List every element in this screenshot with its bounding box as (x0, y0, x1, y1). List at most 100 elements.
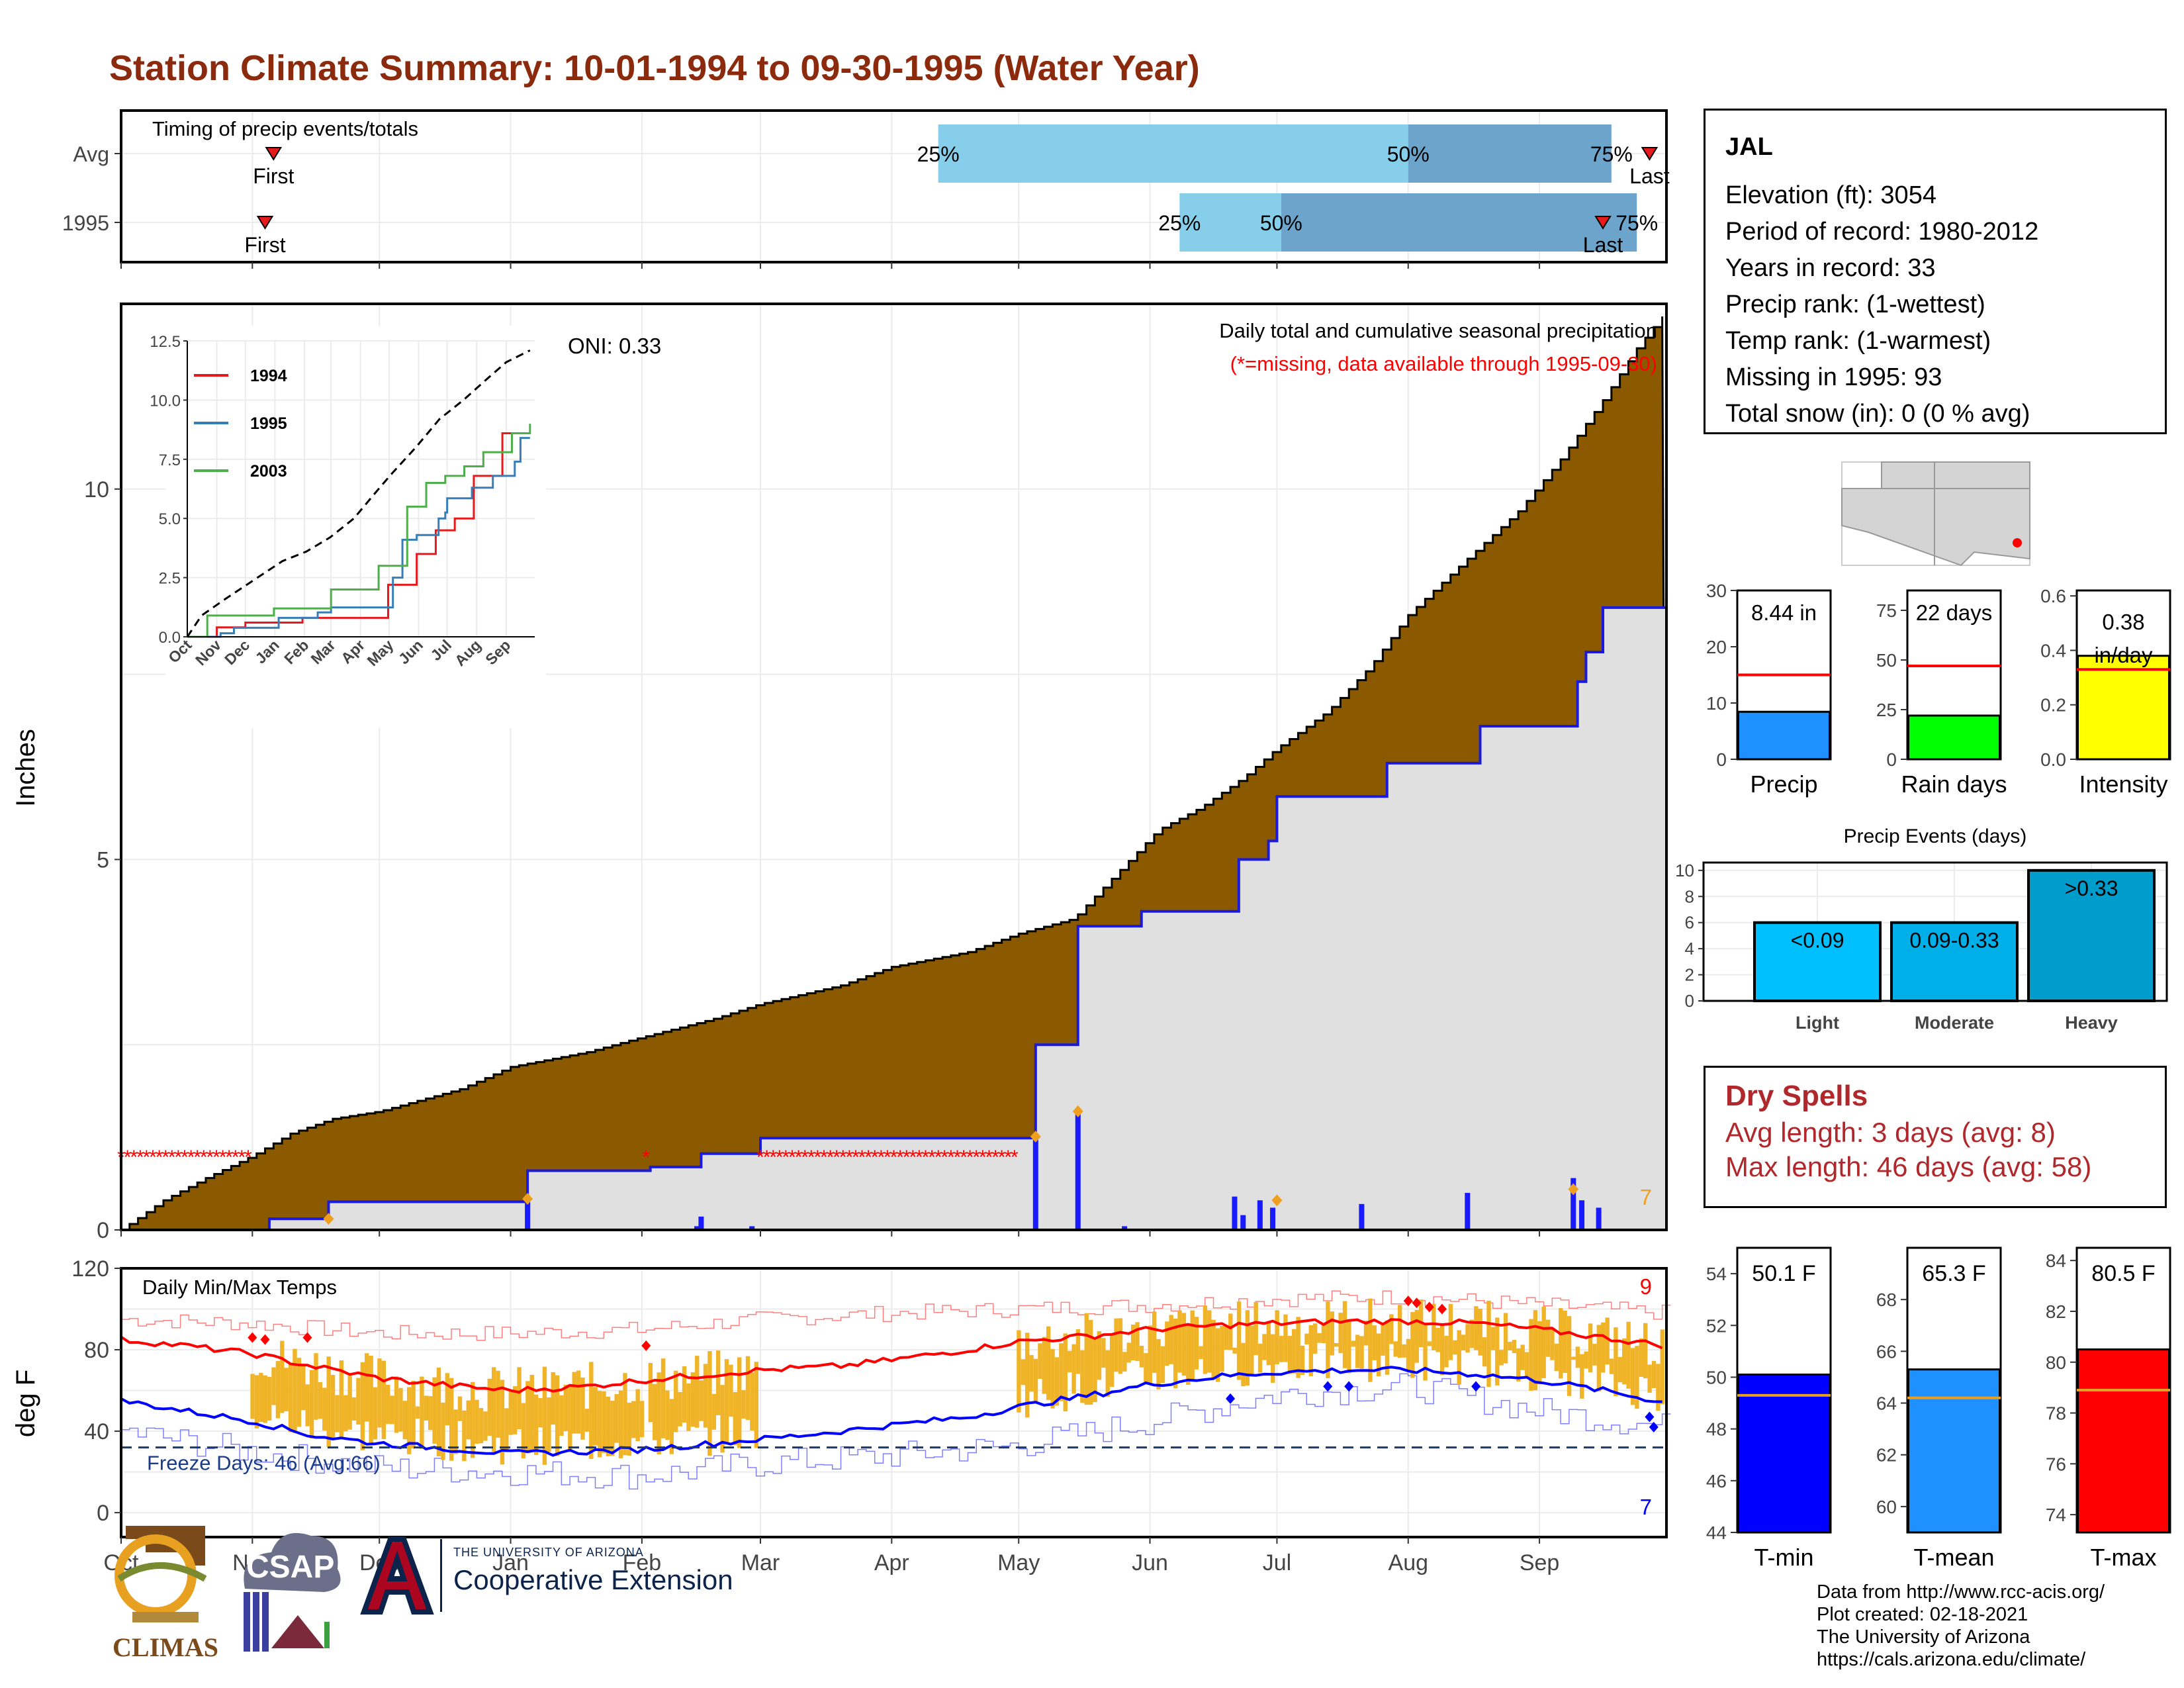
daily-temp-range-bar (351, 1397, 357, 1421)
station-info-box: JAL Elevation (ft): 3054 Period of recor… (1704, 109, 2167, 434)
daily-temp-range-bar (386, 1384, 390, 1425)
daily-temp-range-bar (1059, 1343, 1064, 1401)
daily-temp-range-bar (398, 1387, 403, 1432)
missing-marker: * (219, 1147, 227, 1168)
timing-row-label: 1995 (62, 211, 109, 235)
daily-temp-range-bar (1228, 1313, 1233, 1350)
daily-temp-range-bar (1567, 1316, 1572, 1396)
missing-marker: * (979, 1147, 987, 1168)
missing-marker: * (903, 1147, 911, 1168)
summary-y-tick-label: 54 (1706, 1264, 1727, 1284)
daily-temp-range-bar (1122, 1352, 1127, 1372)
inset-y-tick-label: 12.5 (150, 333, 181, 351)
daily-temp-range-bar (533, 1394, 539, 1455)
daily-temp-range-bar (271, 1367, 276, 1405)
daily-temp-range-bar (1080, 1350, 1085, 1403)
record-high-marker (1437, 1303, 1447, 1315)
missing-marker: * (877, 1147, 885, 1168)
daily-temp-range-bar (293, 1348, 297, 1433)
daily-temp-range-bar (1503, 1313, 1508, 1364)
daily-temp-range-bar (1067, 1350, 1072, 1373)
record-high-marker (302, 1332, 312, 1343)
freeze-days-label: Freeze Days: 46 (Avg:66) (147, 1452, 381, 1475)
summary-value-label: 50.1 F (1752, 1261, 1815, 1286)
precip-event-bar-label: >0.33 (2065, 876, 2118, 900)
daily-temp-range-bar (690, 1372, 696, 1427)
daily-temp-range-bar (1308, 1325, 1314, 1377)
credit-line: Data from http://www.rcc-acis.org/ (1817, 1581, 2105, 1603)
summary-y-tick-label: 4 (1685, 939, 1694, 959)
station-line: Period of record: 1980-2012 (1725, 218, 2039, 246)
timing-row-label: Avg (73, 142, 109, 166)
temp-value-bar (1737, 1374, 1831, 1534)
daily-temp-range-bar (330, 1374, 336, 1439)
daily-temp-range-bar (1651, 1360, 1657, 1388)
current-cumulative-area (121, 607, 1666, 1230)
daily-temp-range-bar (521, 1403, 526, 1459)
summary-category-label: T-min (1754, 1544, 1814, 1571)
missing-marker: * (788, 1147, 796, 1168)
summary-y-tick-label: 20 (1706, 637, 1727, 657)
daily-temp-range-bar (737, 1357, 742, 1448)
precip-title: Daily total and cumulative seasonal prec… (1219, 319, 1657, 342)
daily-temp-range-bar (614, 1393, 619, 1443)
missing-marker: * (642, 1147, 650, 1168)
summary-y-tick-label: 0.4 (2040, 640, 2066, 661)
station-line: Precip rank: (1-wettest) (1725, 291, 1985, 318)
missing-marker: * (915, 1147, 923, 1168)
timing-panel-border (120, 109, 1668, 263)
timing-marker-label: Last (1583, 233, 1623, 257)
precip-event-marker (1030, 1130, 1041, 1143)
daily-temp-range-bar (487, 1378, 492, 1436)
daily-temp-range-bar (259, 1372, 263, 1422)
daily-temp-range-bar (1584, 1351, 1588, 1369)
daily-temp-range-bar (1224, 1327, 1229, 1350)
precip-panel-border (120, 303, 1668, 1231)
daily-temp-range-bar (512, 1386, 518, 1434)
precip-event-bar (1890, 921, 2019, 1003)
daily-temp-range-bar (1326, 1301, 1330, 1378)
dry-spells-avg: Avg length: 3 days (avg: 8) (1725, 1117, 2056, 1148)
daily-temp-range-bar (1495, 1317, 1500, 1385)
timing-marker-icon (1594, 216, 1612, 230)
daily-temp-range-bar (411, 1380, 416, 1449)
ua-small-text: THE UNIVERSITY OF ARIZONA (453, 1546, 644, 1559)
daily-temp-range-bar (635, 1389, 640, 1442)
timing-bar-q1 (1179, 193, 1281, 252)
daily-temp-range-bar (322, 1387, 327, 1431)
timing-p25-label: 25% (1158, 211, 1201, 235)
missing-marker: * (890, 1147, 898, 1168)
daily-temp-range-bar (1283, 1314, 1288, 1362)
x-tick-label: Jun (1132, 1550, 1168, 1575)
summary-value-label: 80.5 F (2091, 1261, 2155, 1286)
daily-temp-range-bar (1347, 1320, 1351, 1374)
summary-category-label: Rain days (1901, 771, 2007, 798)
daily-temp-range-bar (288, 1363, 293, 1432)
timing-marker-icon (265, 147, 283, 161)
daily-temp-range-bar (369, 1356, 373, 1446)
daily-temp-range-bar (741, 1390, 746, 1419)
legend-label: 1994 (250, 367, 287, 385)
csap-text: CSAP (246, 1550, 335, 1585)
daily-temp-range-bar (1575, 1346, 1580, 1368)
missing-marker: * (871, 1147, 879, 1168)
daily-precip-bar (1240, 1215, 1246, 1230)
missing-marker: * (896, 1147, 904, 1168)
daily-temp-range-bar (1253, 1301, 1258, 1356)
missing-marker: * (940, 1147, 948, 1168)
summary-y-tick-label: 0 (1716, 749, 1727, 770)
missing-marker: * (991, 1147, 999, 1168)
summary-y-tick-label: 50 (1706, 1367, 1727, 1387)
y-tick-label: 80 (84, 1338, 109, 1363)
daily-temp-range-bar (1520, 1344, 1525, 1370)
summary-y-tick-label: 74 (2046, 1505, 2066, 1525)
daily-temp-range-bar (1435, 1328, 1440, 1352)
record-high-marker (641, 1340, 651, 1351)
summary-value-label: 0.38 (2102, 610, 2144, 634)
daily-temp-range-bar (1287, 1336, 1293, 1374)
daily-temp-range-bar (1414, 1309, 1419, 1363)
summary-y-tick-label: 0 (1886, 749, 1897, 770)
record-high-marker (1403, 1295, 1413, 1307)
station-line: Total snow (in): 0 (0 % avg) (1725, 400, 2030, 428)
summary-y-tick-label: 8 (1685, 886, 1694, 906)
